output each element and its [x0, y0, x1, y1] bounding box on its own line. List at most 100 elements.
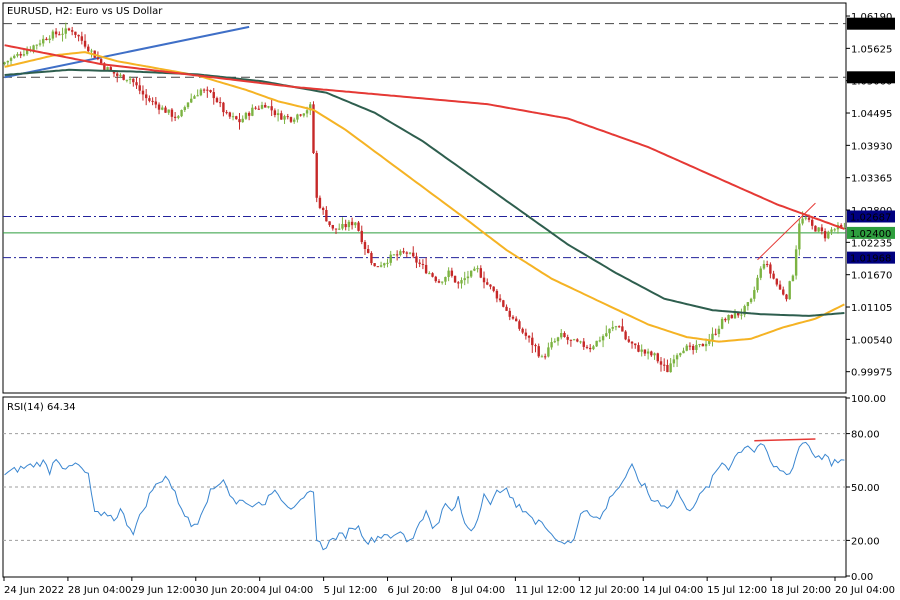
time-tick-label: 24 Jun 2022 [4, 585, 64, 596]
trendline [4, 25, 250, 79]
candle-body [711, 333, 714, 340]
price-level-labels: 1.06056 1.05119 1.02687 1.02400 1.01968 [847, 17, 895, 265]
candle-body [720, 318, 724, 329]
time-tick-label: 11 Jul 12:00 [515, 585, 575, 596]
candle-body [412, 252, 415, 257]
candle-body [437, 281, 441, 283]
candle-body [547, 347, 550, 357]
candle-body [785, 294, 788, 300]
candle-body [672, 359, 676, 364]
candle-body [235, 116, 238, 120]
candle-body [515, 318, 518, 322]
candle-body [67, 28, 71, 31]
candle-body [518, 321, 521, 329]
level-label: 1.06056 [850, 20, 891, 31]
candle-body [331, 225, 334, 229]
candle-body [35, 44, 38, 46]
candle-body [791, 275, 795, 282]
level-label-box [847, 17, 895, 30]
candle-body [531, 337, 534, 346]
candle-body [524, 332, 528, 336]
candle-body [476, 268, 479, 270]
candle-body [116, 73, 119, 76]
candle-body [646, 351, 650, 354]
candle-body [38, 43, 42, 45]
candle-body [228, 112, 232, 117]
candle-body [463, 278, 466, 281]
candle-body [77, 34, 80, 37]
candle-body [13, 55, 16, 59]
candle-body [141, 90, 145, 95]
time-tick-label: 29 Jun 12:00 [132, 585, 196, 596]
price-tick-label: 1.06190 [851, 12, 892, 23]
candle-body [286, 116, 289, 118]
candle-body [782, 289, 785, 295]
candle-body [370, 252, 373, 264]
candle-body [621, 326, 624, 332]
candle-body [589, 347, 592, 350]
candle-body [80, 36, 84, 41]
rsi-tick-label: 80.00 [851, 430, 880, 441]
candle-body [817, 227, 820, 232]
candle-body [241, 118, 244, 123]
candle-body [267, 106, 270, 108]
moving-average-line [4, 68, 845, 317]
candle-body [540, 356, 544, 358]
time-tick-label: 20 Jul 04:00 [835, 585, 895, 596]
candle-body [373, 263, 376, 267]
candle-body [756, 277, 759, 291]
level-label-box [847, 210, 895, 223]
candle-body [749, 298, 753, 303]
rsi-tick-label: 20.00 [851, 536, 880, 547]
candle-body [704, 343, 708, 347]
horizontal-levels [3, 23, 846, 259]
price-panel[interactable]: EURUSD, H2: Euro vs US Dollar [2, 2, 847, 394]
candle-body [135, 82, 138, 86]
candle-body [183, 107, 186, 111]
candle-body [215, 98, 219, 103]
candle-body [222, 102, 225, 113]
candle-body [759, 268, 762, 278]
time-tick-label: 6 Jul 20:00 [388, 585, 442, 596]
candle-body [634, 343, 637, 346]
candle-body [650, 351, 653, 356]
candle-body [193, 96, 196, 99]
candle-body [479, 268, 483, 278]
candle-body [714, 333, 717, 335]
candle-body [743, 306, 746, 315]
time-tick-label: 8 Jul 04:00 [451, 585, 505, 596]
candle-body [399, 251, 402, 256]
candle-body [746, 302, 750, 307]
candle-body [360, 230, 363, 243]
candle-body [273, 110, 277, 116]
candle-body [321, 207, 325, 211]
candle-body [357, 222, 360, 231]
candle-body [350, 221, 354, 226]
rsi-panel[interactable]: RSI(14) 64.34 [2, 396, 847, 578]
candle-body [675, 355, 679, 360]
candle-body [550, 342, 553, 348]
candle-body [543, 356, 547, 358]
candle-body [402, 251, 405, 253]
candle-body [598, 340, 602, 342]
candle-body [833, 229, 836, 231]
candle-body [148, 98, 151, 101]
candle-body [64, 28, 67, 34]
candle-body [309, 104, 312, 111]
price-tick-label: 0.99975 [851, 368, 892, 379]
candle-body [132, 78, 135, 83]
level-label: 1.02687 [850, 212, 891, 223]
candle-body [495, 290, 499, 299]
candle-body [769, 264, 772, 274]
candle-body [669, 363, 672, 373]
candle-body [170, 109, 174, 117]
time-axis: 24 Jun 2022 28 Jun 04:00 29 Jun 12:00 30 Ju… [3, 577, 895, 596]
candle-body [22, 54, 26, 56]
candle-body [244, 112, 248, 119]
candle-body [354, 222, 357, 226]
candle-body [685, 345, 688, 351]
level-label-box [847, 71, 895, 84]
candle-body [663, 364, 666, 366]
candle-body [109, 67, 112, 71]
moving-averages [4, 44, 845, 343]
